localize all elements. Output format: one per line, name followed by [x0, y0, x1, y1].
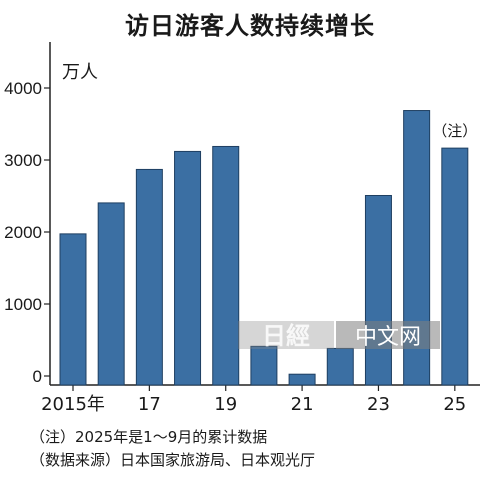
- footnotes: （注）2025年是1～9月的累计数据 （数据来源）日本国家旅游局、日本观光厅: [30, 426, 315, 472]
- bar-chart: 0 1000 2000 3000 4000 万人 2015年 17 19 21 23 25 （注）: [4, 42, 480, 415]
- bar-2022: [326, 347, 354, 386]
- watermark-mark: 日經: [262, 321, 310, 350]
- watermark-text: 中文网: [355, 325, 421, 350]
- bar-2017: [135, 168, 163, 386]
- footnote-source: （数据来源）日本国家旅游局、日本观光厅: [30, 451, 316, 469]
- bar-2015: [59, 233, 87, 386]
- footnote-note: （注）2025年是1～9月的累计数据: [30, 428, 268, 446]
- chart-title: 访日游客人数持续增长: [125, 12, 375, 40]
- tick-labels: 0 1000 2000 3000 4000 万人 2015年 17 19 21 23 25 （注）: [4, 62, 477, 415]
- bars: [59, 110, 469, 386]
- bar-2020: [250, 345, 278, 386]
- bar-2025: [441, 147, 469, 386]
- x-tick-label: 21: [291, 394, 314, 415]
- bar-2023: [364, 194, 392, 386]
- x-tick-label: 2015年: [41, 394, 105, 415]
- y-tick-label: 0: [33, 367, 42, 386]
- bar-2021: [288, 373, 316, 386]
- x-tick-label: 23: [367, 394, 390, 415]
- x-tick-label: 25: [443, 394, 466, 415]
- y-tick-label: 1000: [4, 295, 42, 314]
- y-unit-label: 万人: [62, 62, 98, 83]
- bar-2019: [212, 145, 240, 386]
- x-tick-label: 17: [138, 394, 161, 415]
- y-tick-label: 4000: [4, 79, 42, 98]
- watermark-logo: 日經 中文网: [236, 318, 444, 352]
- y-tick-label: 3000: [4, 151, 42, 170]
- bar-2016: [97, 202, 125, 386]
- bar-annotation: （注）: [432, 122, 477, 140]
- bar-2018: [174, 150, 202, 386]
- y-tick-label: 2000: [4, 223, 42, 242]
- x-tick-label: 19: [214, 394, 237, 415]
